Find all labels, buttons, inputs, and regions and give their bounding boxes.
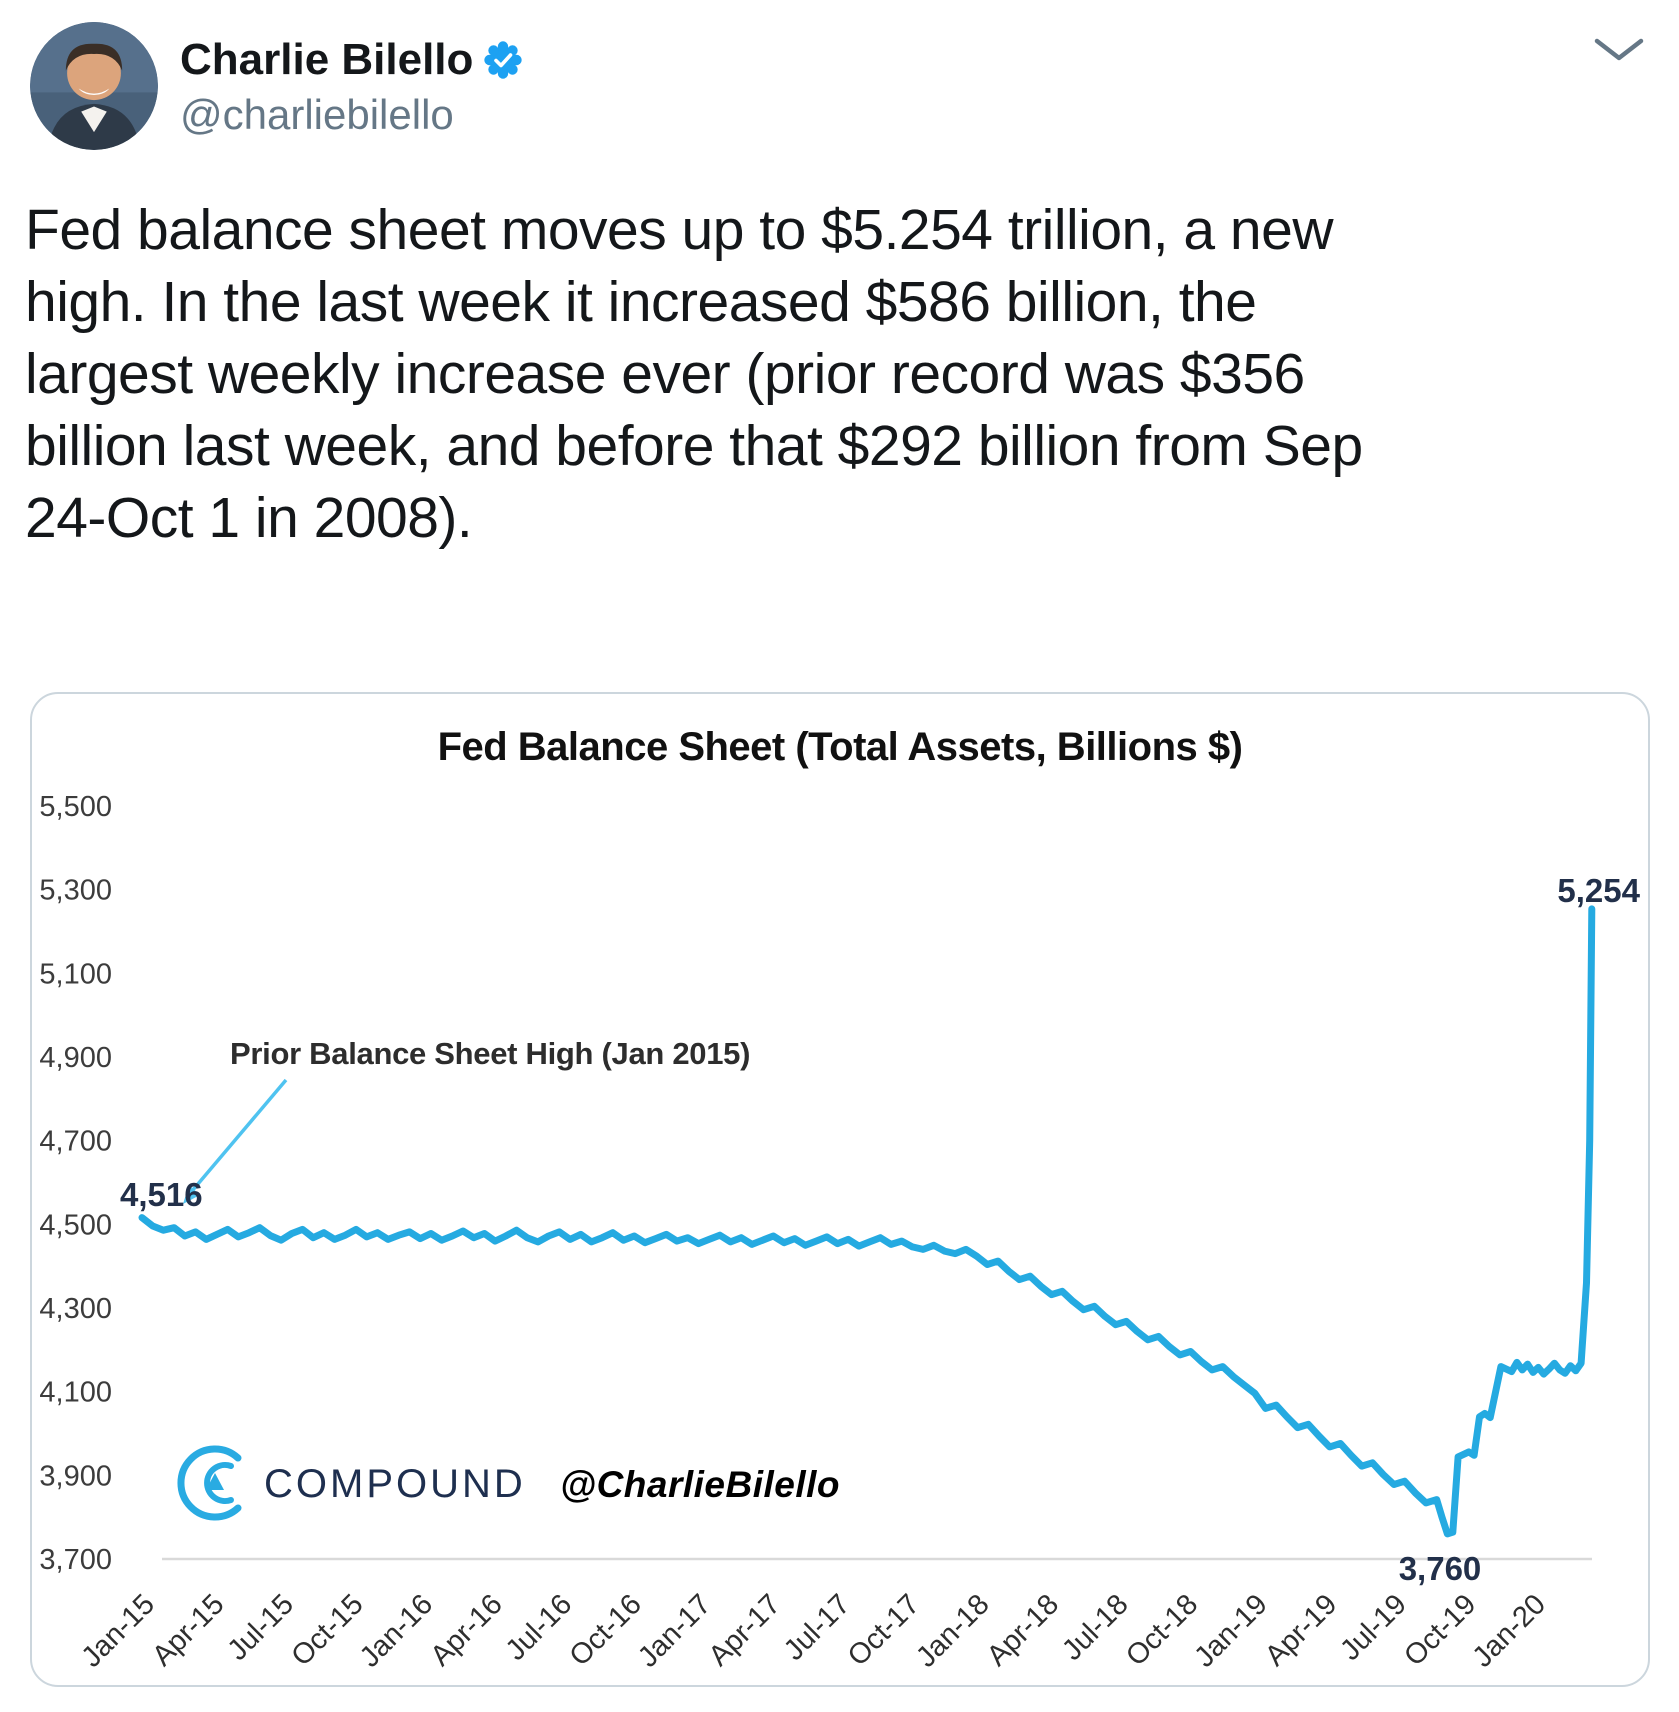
verified-badge-icon — [484, 41, 523, 79]
svg-text:Oct-16: Oct-16 — [564, 1588, 648, 1672]
y-axis-ticks: 5,500 5,300 5,100 4,900 4,700 4,500 4,300 4,100… — [39, 791, 112, 1576]
svg-text:Jul-16: Jul-16 — [500, 1588, 578, 1666]
prior-high-annotation: Prior Balance Sheet High (Jan 2015) — [230, 1036, 750, 1071]
chart-title: Fed Balance Sheet (Total Assets, Billion… — [438, 725, 1243, 769]
chart-card: Fed Balance Sheet (Total Assets, Billion… — [30, 692, 1650, 1687]
svg-text:Apr-16: Apr-16 — [425, 1588, 509, 1672]
data-line — [138, 905, 1596, 1538]
svg-text:4,500: 4,500 — [39, 1209, 112, 1241]
avatar[interactable] — [30, 22, 158, 150]
svg-text:Jan-18: Jan-18 — [910, 1588, 995, 1673]
tweet-header: Charlie Bilello @charliebilello — [0, 0, 1679, 150]
watermark-handle: @CharlieBilello — [560, 1464, 840, 1505]
tweet-text-line: Fed balance sheet moves up to $5.254 tri… — [25, 198, 1334, 262]
author-name[interactable]: Charlie Bilello — [180, 35, 474, 84]
svg-text:3,700: 3,700 — [39, 1544, 112, 1576]
min-value-label: 3,760 — [1399, 1550, 1482, 1587]
x-axis-ticks: Jan-15Apr-15Jul-15Oct-15Jan-16Apr-16Jul-… — [76, 1588, 1552, 1673]
svg-text:5,500: 5,500 — [39, 791, 112, 823]
chevron-down-icon[interactable] — [1593, 36, 1645, 64]
compound-logo-icon — [177, 1445, 242, 1521]
annotation-arrow-line — [190, 1078, 288, 1193]
svg-text:Jul-15: Jul-15 — [222, 1588, 300, 1666]
svg-text:Oct-19: Oct-19 — [1398, 1588, 1482, 1672]
svg-text:Jul-19: Jul-19 — [1334, 1588, 1412, 1666]
author-block: Charlie Bilello @charliebilello — [180, 22, 523, 139]
svg-text:Oct-15: Oct-15 — [285, 1588, 369, 1672]
svg-text:Oct-17: Oct-17 — [842, 1588, 926, 1672]
svg-text:Jan-15: Jan-15 — [76, 1588, 161, 1673]
svg-text:4,300: 4,300 — [39, 1293, 112, 1325]
compound-logo-text: COMPOUND — [264, 1462, 526, 1506]
svg-text:Jan-17: Jan-17 — [632, 1588, 717, 1673]
start-value-label: 4,516 — [120, 1176, 203, 1213]
author-handle[interactable]: @charliebilello — [180, 91, 454, 139]
tweet-text-line: 24-Oct 1 in 2008). — [25, 486, 473, 550]
end-value-label: 5,254 — [1557, 872, 1640, 909]
svg-text:Jan-16: Jan-16 — [354, 1588, 439, 1673]
svg-text:Jul-17: Jul-17 — [778, 1588, 856, 1666]
svg-text:Jul-18: Jul-18 — [1056, 1588, 1134, 1666]
tweet-text-line: high. In the last week it increased $586… — [25, 270, 1257, 334]
svg-text:5,100: 5,100 — [39, 958, 112, 990]
svg-text:3,900: 3,900 — [39, 1460, 112, 1492]
tweet-text-line: largest weekly increase ever (prior reco… — [25, 342, 1305, 406]
fed-balance-sheet-chart: Fed Balance Sheet (Total Assets, Billion… — [39, 725, 1640, 1674]
svg-text:Apr-17: Apr-17 — [703, 1588, 787, 1672]
svg-text:4,700: 4,700 — [39, 1126, 112, 1158]
avatar-image — [30, 22, 158, 150]
svg-text:Jan-20: Jan-20 — [1467, 1588, 1552, 1673]
svg-text:Apr-18: Apr-18 — [981, 1588, 1065, 1672]
svg-text:Oct-18: Oct-18 — [1120, 1588, 1204, 1672]
svg-text:4,900: 4,900 — [39, 1042, 112, 1074]
annotation-arrow-head — [183, 1185, 200, 1204]
svg-text:4,100: 4,100 — [39, 1377, 112, 1409]
svg-text:Apr-19: Apr-19 — [1259, 1588, 1343, 1672]
svg-text:5,300: 5,300 — [39, 875, 112, 907]
svg-text:Jan-19: Jan-19 — [1188, 1588, 1273, 1673]
tweet-text-line: billion last week, and before that $292 … — [25, 414, 1363, 478]
tweet-text: Fed balance sheet moves up to $5.254 tri… — [25, 194, 1655, 554]
svg-text:Apr-15: Apr-15 — [146, 1588, 230, 1672]
